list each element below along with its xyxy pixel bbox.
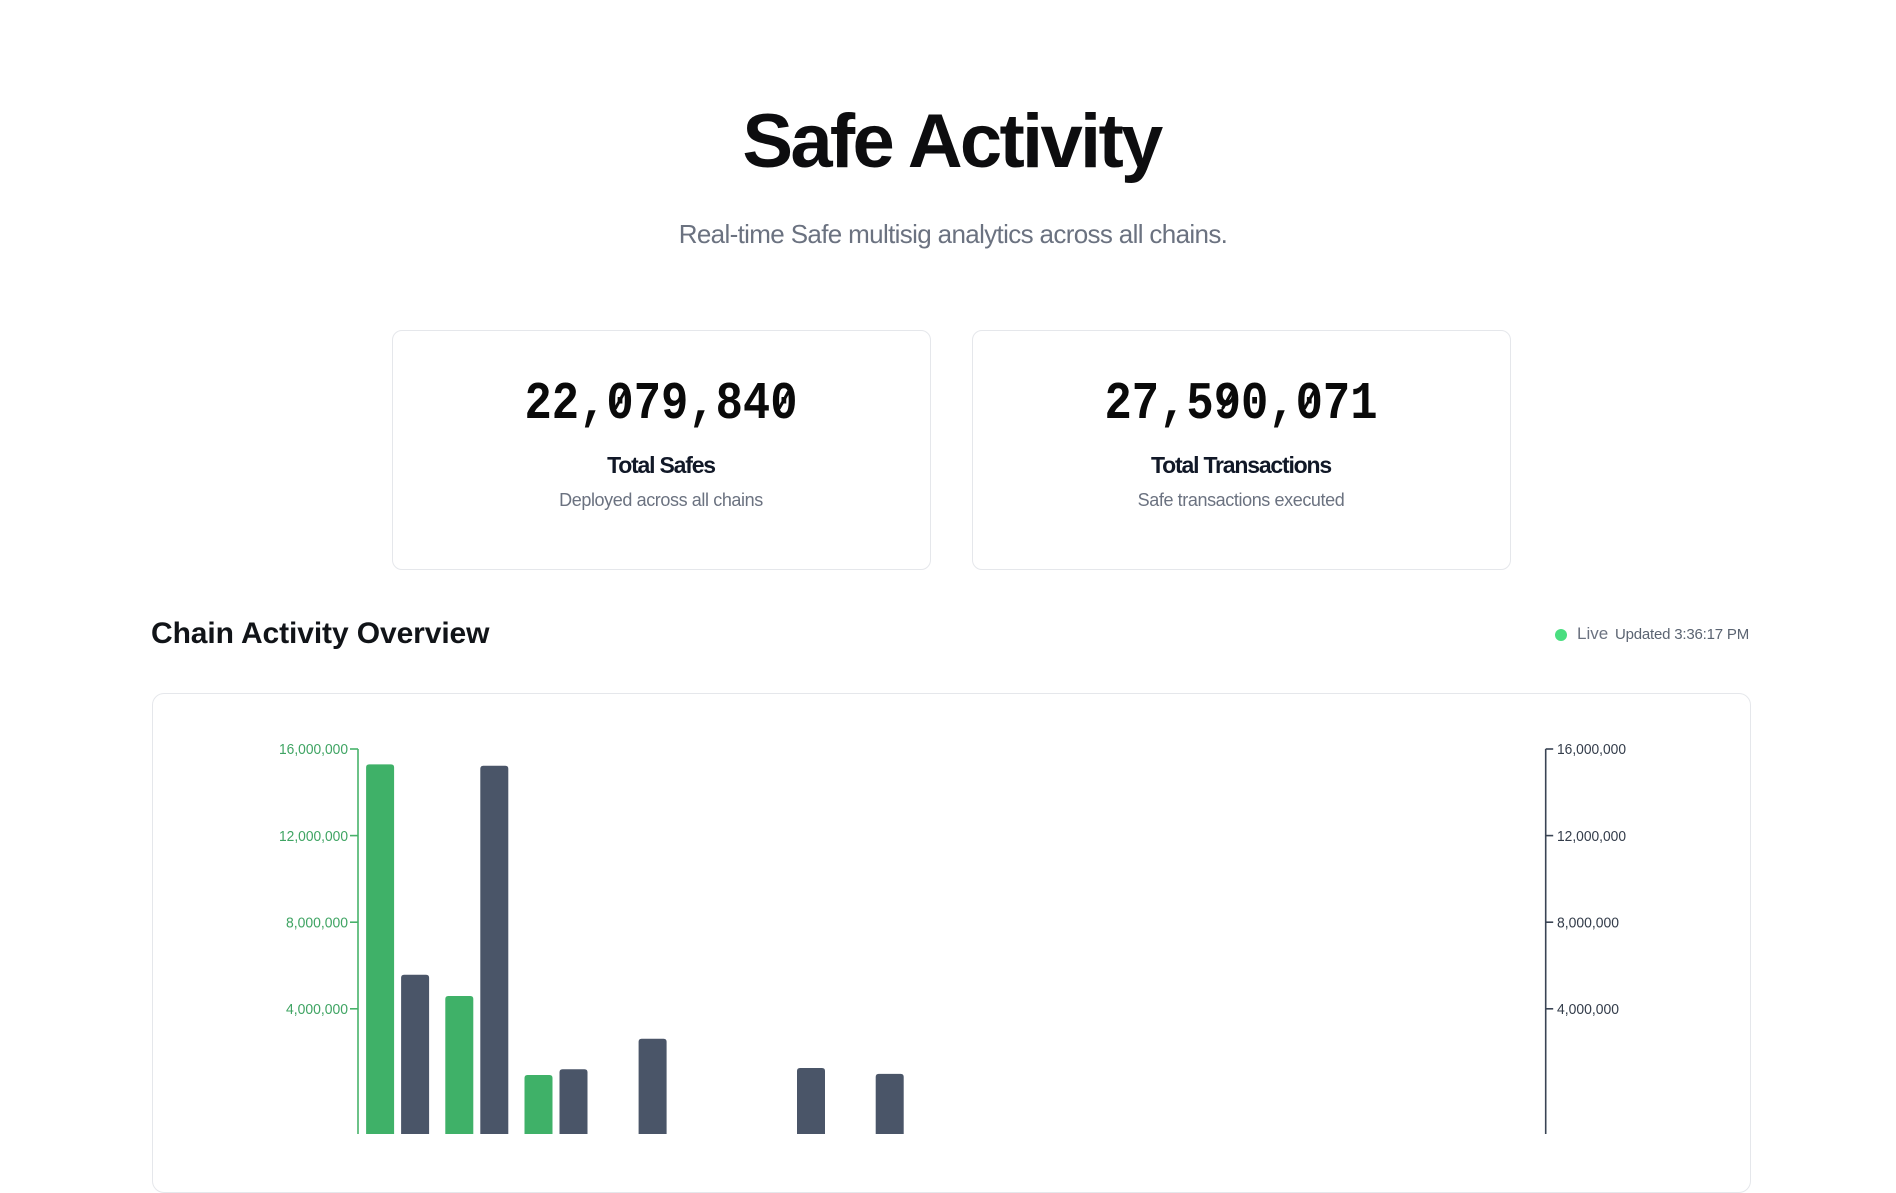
svg-text:12,000,000: 12,000,000	[279, 829, 348, 845]
svg-text:8,000,000: 8,000,000	[1557, 915, 1619, 931]
svg-text:8,000,000: 8,000,000	[286, 915, 348, 931]
svg-text:4,000,000: 4,000,000	[1557, 1002, 1619, 1018]
svg-text:27,590,071: 27,590,071	[1105, 381, 1378, 434]
svg-text:22,079,840: 22,079,840	[525, 381, 798, 434]
svg-text:16,000,000: 16,000,000	[279, 742, 348, 758]
svg-text:4,000,000: 4,000,000	[286, 1002, 348, 1018]
svg-text:16,000,000: 16,000,000	[1557, 742, 1626, 758]
svg-text:12,000,000: 12,000,000	[1557, 829, 1626, 845]
